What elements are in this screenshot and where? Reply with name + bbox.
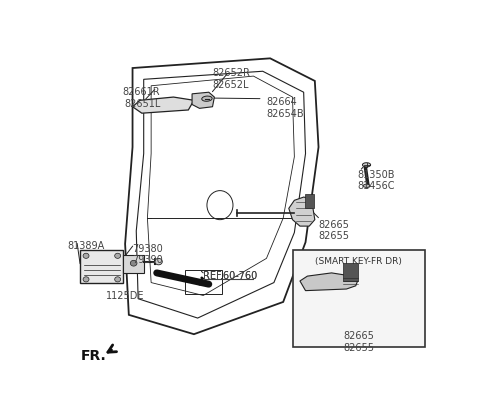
Polygon shape — [132, 97, 194, 113]
Ellipse shape — [363, 184, 370, 187]
FancyBboxPatch shape — [305, 194, 314, 208]
Circle shape — [130, 260, 137, 266]
FancyBboxPatch shape — [292, 250, 424, 347]
Text: REF.60-760: REF.60-760 — [203, 271, 257, 281]
Text: (SMART KEY-FR DR): (SMART KEY-FR DR) — [315, 257, 402, 266]
Text: 81350B
81456C: 81350B 81456C — [358, 170, 395, 191]
Polygon shape — [300, 273, 358, 291]
Text: FR.: FR. — [81, 349, 106, 363]
Text: 1125DE: 1125DE — [106, 291, 144, 301]
Circle shape — [83, 253, 89, 259]
Ellipse shape — [202, 96, 212, 101]
Ellipse shape — [362, 163, 371, 167]
Text: REF.60-760: REF.60-760 — [203, 271, 257, 281]
Text: 82665
82655: 82665 82655 — [343, 331, 374, 352]
Text: 82664
82654B: 82664 82654B — [266, 97, 304, 119]
Polygon shape — [289, 197, 315, 226]
Polygon shape — [192, 92, 215, 109]
FancyBboxPatch shape — [343, 263, 358, 281]
Circle shape — [115, 277, 120, 282]
Circle shape — [115, 253, 120, 259]
FancyBboxPatch shape — [81, 250, 123, 282]
Text: 79380
79390: 79380 79390 — [132, 244, 163, 266]
Text: 82661R
82651L: 82661R 82651L — [123, 88, 160, 109]
Text: 82665
82655: 82665 82655 — [319, 220, 349, 241]
Text: 81389A: 81389A — [67, 241, 105, 251]
Circle shape — [83, 277, 89, 282]
Circle shape — [155, 259, 162, 265]
Text: 82652R
82652L: 82652R 82652L — [212, 68, 250, 90]
FancyBboxPatch shape — [123, 255, 144, 273]
